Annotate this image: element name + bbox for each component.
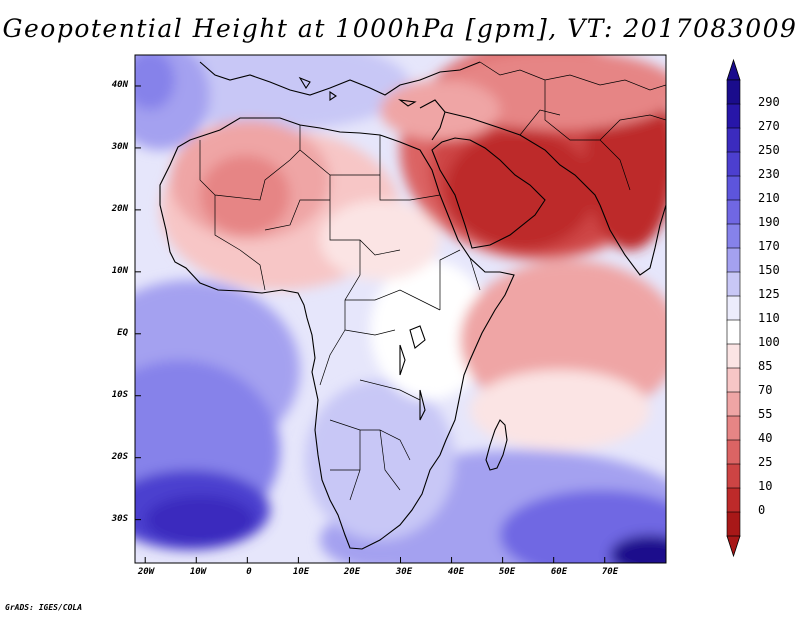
colorbar-label: 0: [758, 503, 766, 517]
colorbar-label: 210: [758, 191, 780, 205]
lat-label: 40N: [111, 80, 128, 90]
lat-label: 30S: [111, 514, 128, 524]
colorbar-top-arrow: [726, 58, 741, 81]
colorbar-label: 190: [758, 215, 780, 229]
lon-label: 10E: [292, 567, 310, 577]
colorbar-label: 150: [758, 263, 780, 277]
map-title: Geopotential Height at 1000hPa [gpm], VT…: [2, 14, 798, 43]
lat-label: EQ: [117, 328, 128, 338]
colorbar-label: 170: [758, 239, 780, 253]
coastlines: [159, 61, 666, 550]
lat-label: 30N: [111, 142, 128, 152]
colorbar-segment: [726, 367, 741, 393]
credit-text: GrADS: IGES/COLA: [5, 603, 83, 612]
region-sahara-thermal-low: [200, 155, 290, 235]
colorbar-segment: [726, 391, 741, 417]
colorbar-label: 70: [758, 383, 773, 397]
lon-label: 10W: [189, 567, 207, 577]
colorbar-label: 270: [758, 119, 780, 133]
colorbar-bottom-arrow: [726, 535, 741, 558]
madagascar-coastline: [485, 419, 508, 471]
lon-label: 70E: [601, 567, 619, 577]
colorbar-label: 125: [758, 287, 780, 301]
lon-label: 60E: [550, 567, 568, 577]
colorbar-label: 85: [758, 359, 773, 373]
colorbar-label: 25: [758, 455, 773, 469]
lon-label: 0: [246, 567, 252, 577]
country-borders: [199, 61, 666, 501]
colorbar-segment: [726, 295, 741, 321]
axis-ticks: [135, 85, 606, 563]
colorbar-segment: [726, 487, 741, 513]
region-mediterranean: [150, 55, 410, 130]
colorbar-segment: [726, 415, 741, 441]
colorbar-segment: [726, 175, 741, 201]
lat-label: 10S: [111, 390, 128, 400]
colorbar-segment: [726, 439, 741, 465]
colorbar: [726, 58, 741, 558]
colorbar-label: 10: [758, 479, 773, 493]
colorbar-segment: [726, 127, 741, 153]
colorbar-segment: [726, 319, 741, 345]
colorbar-label: 55: [758, 407, 773, 421]
colorbar-segment: [726, 247, 741, 273]
mediterranean-islands: [298, 76, 417, 107]
colorbar-segment: [726, 343, 741, 369]
lat-label: 10N: [111, 266, 128, 276]
middle-east-coast: [419, 99, 601, 206]
colorbar-segment: [726, 151, 741, 177]
colorbar-label: 230: [758, 167, 780, 181]
great-lakes: [399, 325, 426, 421]
arabian-peninsula-coastline: [431, 137, 546, 249]
colorbar-segment: [726, 511, 741, 537]
colorbar-segment: [726, 223, 741, 249]
lon-label: 30E: [395, 567, 413, 577]
lat-label: 20S: [111, 452, 128, 462]
field-shading: [135, 55, 666, 563]
colorbar-label: 40: [758, 431, 773, 445]
colorbar-label: 290: [758, 95, 780, 109]
colorbar-segment: [726, 271, 741, 297]
lon-label: 50E: [498, 567, 516, 577]
africa-coastline: [159, 117, 515, 550]
colorbar-segment: [726, 79, 741, 105]
colorbar-segment: [726, 103, 741, 129]
colorbar-label: 110: [758, 311, 780, 325]
lon-label: 20W: [137, 567, 155, 577]
lon-label: 20E: [343, 567, 361, 577]
colorbar-label: 100: [758, 335, 780, 349]
region-arabia-india-monsoon-low: [445, 130, 595, 250]
lat-label: 20N: [111, 204, 128, 214]
europe-coastline: [199, 61, 481, 96]
colorbar-segment: [726, 199, 741, 225]
india-coastline: [599, 204, 666, 276]
colorbar-segment: [726, 463, 741, 489]
lon-label: 40E: [447, 567, 465, 577]
region-southeast-corner-low: [610, 535, 666, 563]
colorbar-label: 250: [758, 143, 780, 157]
